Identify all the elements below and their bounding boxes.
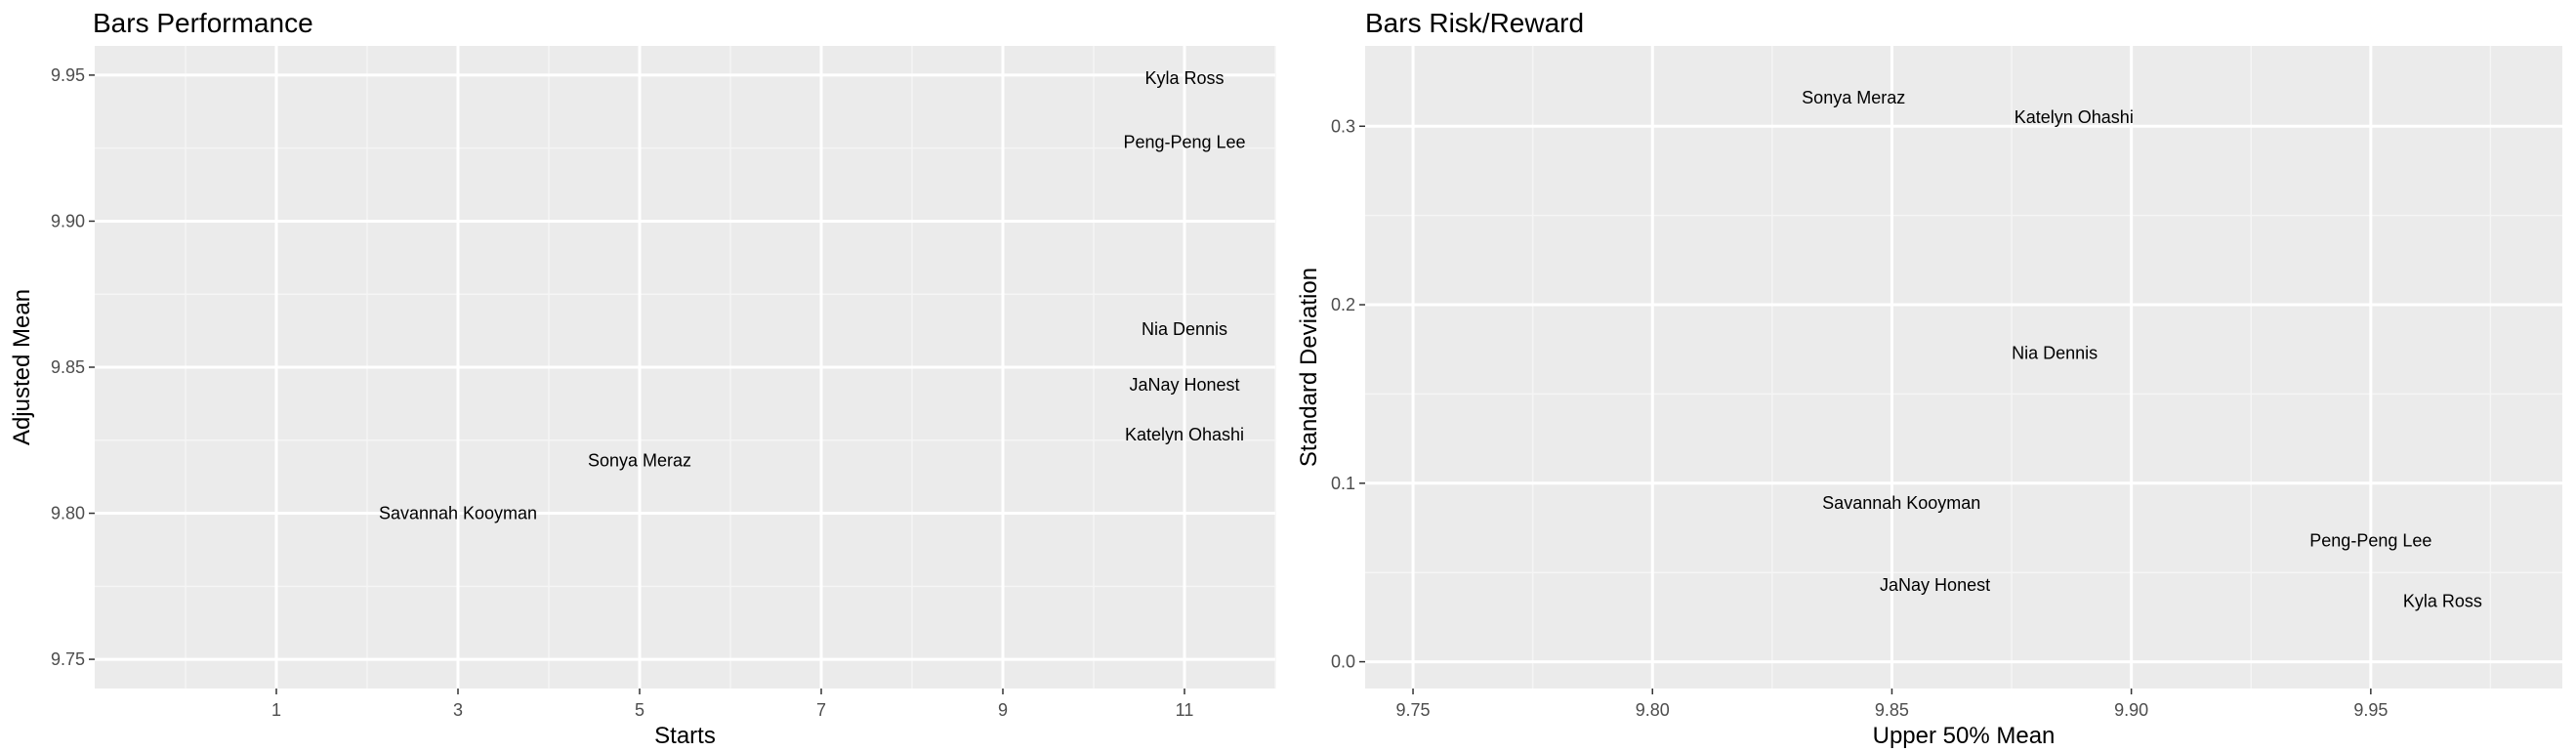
- y-tick-label: 9.75: [51, 649, 85, 669]
- x-tick-label: 9.95: [2353, 700, 2388, 720]
- point-label: Savannah Kooyman: [379, 504, 537, 523]
- x-tick-label: 9.85: [1875, 700, 1909, 720]
- bars-performance-chart: 1 3 5 7 9 11 9.75 9.80 9.85 9.90 9.95 Kyla Ross Peng…: [9, 8, 1276, 749]
- point-label: Nia Dennis: [2012, 343, 2098, 362]
- y-tick-label: 0.1: [1331, 474, 1355, 493]
- y-tick-label: 9.95: [51, 65, 85, 85]
- point-label: Katelyn Ohashi: [2015, 107, 2134, 127]
- bars-risk-reward-chart: 9.75 9.80 9.85 9.90 9.95 0.0 0.1 0.2 0.3 Sonya Me…: [1296, 8, 2562, 749]
- point-label: Kyla Ross: [2403, 591, 2482, 610]
- point-label: Sonya Meraz: [588, 451, 691, 471]
- point-label: Kyla Ross: [1144, 68, 1224, 88]
- y-tick-label: 0.3: [1331, 116, 1355, 136]
- x-tick-label: 9.75: [1396, 700, 1431, 720]
- x-tick-label: 11: [1176, 700, 1194, 720]
- x-tick-label: 1: [271, 700, 281, 720]
- x-tick-label: 9.80: [1636, 700, 1670, 720]
- chart-title: Bars Risk/Reward: [1365, 8, 1584, 38]
- point-label: Peng-Peng Lee: [2309, 530, 2431, 550]
- x-tick-label: 9.90: [2114, 700, 2148, 720]
- plot-panel: [1365, 46, 2562, 689]
- x-tick-label: 5: [635, 700, 644, 720]
- point-label: Peng-Peng Lee: [1123, 133, 1245, 152]
- x-axis-title: Upper 50% Mean: [1873, 723, 2056, 749]
- y-axis-title: Adjusted Mean: [9, 289, 35, 445]
- y-tick-label: 9.90: [51, 211, 85, 230]
- point-label: JaNay Honest: [1880, 575, 1990, 595]
- point-label: Nia Dennis: [1142, 319, 1227, 339]
- y-tick-label: 0.0: [1331, 652, 1355, 672]
- y-tick-label: 9.85: [51, 357, 85, 377]
- point-label: JaNay Honest: [1129, 375, 1239, 395]
- x-axis-title: Starts: [654, 723, 716, 749]
- y-tick-label: 0.2: [1331, 295, 1355, 314]
- point-label: Savannah Kooyman: [1822, 493, 1980, 513]
- x-tick-label: 7: [816, 700, 826, 720]
- x-tick-label: 3: [453, 700, 463, 720]
- y-tick-label: 9.80: [51, 504, 85, 523]
- point-label: Sonya Meraz: [1802, 88, 1905, 107]
- y-axis-title: Standard Deviation: [1296, 268, 1322, 467]
- chart-title: Bars Performance: [93, 8, 313, 38]
- x-tick-label: 9: [998, 700, 1008, 720]
- point-label: Katelyn Ohashi: [1125, 425, 1244, 444]
